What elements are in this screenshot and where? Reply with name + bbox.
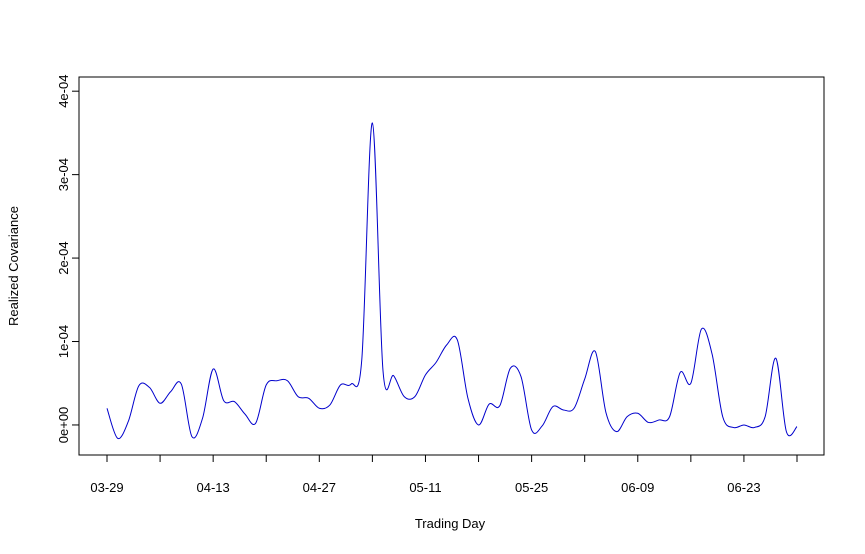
- series-line: [106, 122, 798, 440]
- y-tick-label: 0e+00: [56, 407, 71, 444]
- x-tick-label: 06-23: [727, 480, 760, 495]
- x-tick-label: 05-25: [515, 480, 548, 495]
- x-tick-label: 06-09: [621, 480, 654, 495]
- x-axis-title: Trading Day: [415, 516, 486, 531]
- y-tick-label: 2e-04: [56, 241, 71, 274]
- x-tick-label: 04-13: [197, 480, 230, 495]
- plot-box: [78, 76, 825, 456]
- x-tick-label: 03-29: [90, 480, 123, 495]
- y-tick-label: 3e-04: [56, 158, 71, 191]
- y-tick-label: 1e-04: [56, 325, 71, 358]
- x-tick-label: 05-11: [409, 480, 441, 495]
- y-tick-label: 4e-04: [56, 75, 71, 108]
- y-axis-title: Realized Covariance: [6, 206, 21, 326]
- x-tick-label: 04-27: [303, 480, 336, 495]
